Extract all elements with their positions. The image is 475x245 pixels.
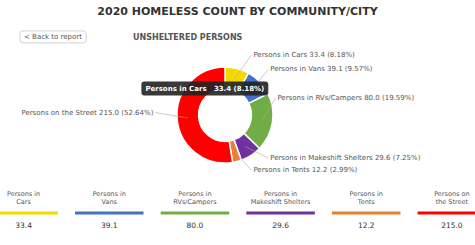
leader-line: [262, 98, 275, 121]
legend-value: 215.0: [441, 221, 463, 230]
slice-label: Persons in RVs/Campers 80.0 (19.59%): [277, 94, 414, 102]
legend-value: 39.1: [101, 221, 118, 230]
legend-label: Persons inVans: [93, 190, 126, 206]
legend-label-line: Tents: [357, 198, 376, 206]
legend-label-line: Makeshift Shelters: [251, 198, 311, 206]
legend-label-line: Persons in: [93, 190, 126, 198]
legend-swatch: [246, 212, 315, 215]
legend-swatch: [75, 212, 144, 215]
leader-line: [155, 113, 187, 118]
legend-value: 33.4: [15, 221, 32, 230]
back-button: < Back to report: [20, 31, 86, 43]
legend-swatch: [161, 212, 230, 215]
leader-line: [234, 151, 251, 170]
legend-label: Persons onthe Street: [434, 190, 469, 206]
legend-swatch: [418, 212, 475, 215]
donut: [177, 67, 273, 163]
leader-line: [234, 55, 251, 79]
chart: 2020 HOMELESS COUNT BY COMMUNITY/CITY < B…: [0, 0, 475, 245]
legend-label-line: Persons in: [264, 190, 297, 198]
slice: [177, 67, 233, 163]
legend-swatch: [332, 212, 401, 215]
legend-label-line: Persons in: [178, 190, 211, 198]
legend-value: 12.2: [358, 221, 375, 230]
legend-label-line: Persons in: [350, 190, 383, 198]
legend-value: 29.6: [272, 221, 289, 230]
slice-label: Persons in Makeshift Shelters 29.6 (7.25…: [270, 154, 420, 162]
legend-label: Persons inRVs/Campers: [173, 190, 217, 206]
tooltip: Persons in Cars 33.4 (8.18%): [141, 82, 268, 96]
legend-label-line: RVs/Campers: [173, 198, 217, 206]
legend-label-line: Persons in: [7, 190, 40, 198]
legend-label-line: Persons on: [434, 190, 469, 198]
tooltip-label: Persons in Cars 33.4 (8.18%): [145, 85, 264, 93]
legend-label-line: Vans: [102, 198, 118, 206]
leader-line: [245, 146, 268, 158]
title: 2020 HOMELESS COUNT BY COMMUNITY/CITY: [97, 5, 378, 18]
slice-labels: Persons in Cars 33.4 (8.18%) Persons in V…: [21, 51, 420, 174]
legend-value: 80.0: [187, 221, 204, 230]
slice-label: Persons on the Street 215.0 (52.64%): [21, 109, 153, 117]
tooltip-box: [141, 82, 268, 96]
subtitle: UNSHELTERED PERSONS: [133, 33, 243, 42]
legend-label: Persons inTents: [350, 190, 383, 206]
legend-label: Persons inMakeshift Shelters: [251, 190, 311, 206]
slice-label: Persons in Tents 12.2 (2.99%): [253, 166, 357, 174]
legend: Persons inCars33.4Persons inVans39.1Pers…: [0, 190, 475, 230]
legend-label-line: the Street: [436, 198, 469, 206]
legend-swatch: [0, 212, 58, 215]
back-button-label: < Back to report: [24, 33, 82, 41]
back-button-box: [20, 31, 86, 43]
legend-label: Persons inCars: [7, 190, 40, 206]
slice-label: Persons in Vans 39.1 (9.57%): [270, 65, 373, 73]
slice-label: Persons in Cars 33.4 (8.18%): [253, 51, 355, 59]
legend-label-line: Cars: [16, 198, 31, 206]
